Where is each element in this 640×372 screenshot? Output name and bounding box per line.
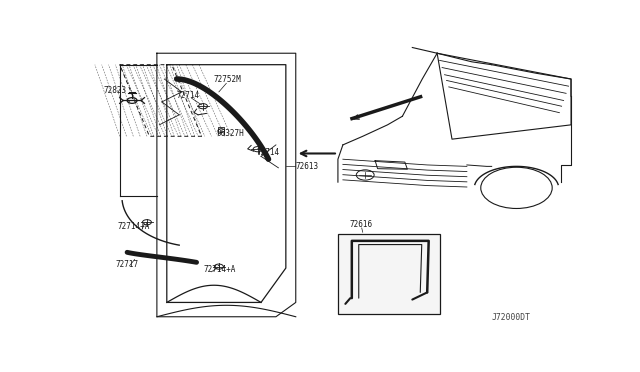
Text: 72752M: 72752M [214,75,242,84]
Text: 72714+A: 72714+A [204,265,236,275]
Text: 96327H: 96327H [216,129,244,138]
Text: 72616: 72616 [349,219,372,228]
Text: 72714: 72714 [177,91,200,100]
Text: 72714+A: 72714+A [117,222,150,231]
Text: 72823: 72823 [104,86,127,95]
Text: 72613: 72613 [296,162,319,171]
Text: J72000DT: J72000DT [492,313,531,322]
Text: 72714: 72714 [256,148,279,157]
Circle shape [218,129,225,132]
Text: 72717: 72717 [116,260,139,269]
Bar [338,234,440,314]
